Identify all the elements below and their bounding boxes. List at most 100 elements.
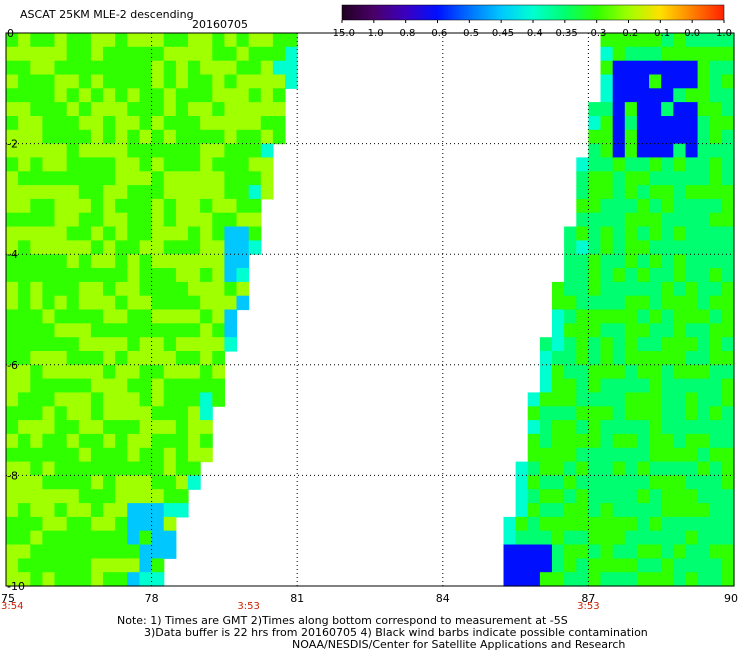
heat-cell — [103, 337, 116, 352]
heat-cell — [673, 392, 686, 407]
heat-cell — [649, 406, 662, 421]
heat-cell — [163, 198, 177, 214]
heat-cell — [709, 558, 723, 573]
heat-cell — [588, 102, 602, 117]
heat-cell — [30, 572, 43, 587]
heat-cell — [66, 475, 80, 490]
heat-cell — [673, 102, 686, 117]
heat-cell — [588, 212, 602, 228]
heat-cell — [612, 503, 626, 518]
heat-cell — [127, 433, 140, 449]
heat-cell — [649, 171, 662, 186]
heat-cell — [212, 60, 225, 76]
heat-cell — [66, 226, 80, 241]
heat-cell — [6, 420, 19, 435]
heat-cell — [685, 503, 699, 518]
heat-cell — [103, 116, 116, 131]
x-tick-label: 75 — [1, 592, 15, 605]
heat-cell — [636, 475, 650, 490]
heat-cell — [42, 116, 56, 131]
heat-cell — [588, 406, 602, 421]
heat-cell — [661, 240, 674, 255]
heat-cell — [127, 212, 140, 228]
heat-cell — [139, 171, 153, 186]
heat-cell — [649, 281, 662, 297]
heat-cell — [200, 351, 213, 366]
heat-cell — [78, 212, 92, 228]
heat-cell — [224, 157, 238, 172]
heat-cell — [685, 433, 699, 449]
heat-cell — [200, 378, 213, 393]
heat-cell — [624, 544, 638, 559]
heat-cell — [188, 392, 201, 407]
heat-cell — [673, 337, 686, 352]
heat-cell — [272, 102, 286, 117]
heat-cell — [139, 88, 153, 103]
heat-cell — [721, 240, 735, 255]
heat-cell — [661, 364, 674, 380]
heat-cell — [636, 212, 650, 228]
heat-cell — [588, 572, 602, 587]
heat-cell — [272, 129, 286, 145]
heat-cell — [139, 489, 153, 504]
heat-cell — [139, 295, 153, 311]
heat-cell — [90, 226, 104, 241]
heat-cell — [30, 351, 43, 366]
heat-cell — [624, 74, 638, 89]
heat-cell — [552, 323, 565, 338]
heat-cell — [576, 544, 589, 559]
heat-cell — [673, 516, 686, 532]
heat-cell — [54, 503, 68, 518]
heat-cell — [721, 364, 735, 380]
heat-cell — [527, 544, 541, 559]
heat-cell — [697, 88, 711, 103]
heat-cell — [236, 60, 250, 76]
heat-cell — [175, 295, 189, 311]
heat-cell — [115, 198, 128, 214]
heat-cell — [236, 212, 250, 228]
heat-cell — [709, 503, 723, 518]
heat-cell — [612, 268, 626, 283]
tick-layer: 75 78 81 84 87 90 0 -2 -4 -6 -8 -10 3:54 3:53 3:53 — [1, 27, 738, 612]
heat-cell — [188, 420, 201, 435]
heat-cell — [564, 309, 577, 324]
heat-cell — [42, 572, 56, 587]
heat-cell — [6, 268, 19, 283]
heat-cell — [697, 420, 711, 435]
heat-cell — [212, 102, 225, 117]
heat-cell — [212, 33, 225, 48]
heat-cell — [588, 489, 602, 504]
heat-cell — [78, 378, 92, 393]
heat-cell — [175, 420, 189, 435]
heat-cell — [564, 254, 577, 269]
heat-cell — [709, 447, 723, 463]
heat-cell — [272, 116, 286, 131]
heat-cell — [503, 572, 517, 587]
heat-cell — [200, 102, 213, 117]
heat-cell — [576, 461, 589, 476]
heat-cell — [600, 33, 614, 48]
heat-cell — [576, 558, 589, 573]
heat-cell — [564, 392, 577, 407]
heat-cell — [200, 171, 213, 186]
heat-cell — [721, 74, 735, 89]
heat-cell — [721, 544, 735, 559]
heat-cell — [139, 378, 153, 393]
heat-cell — [18, 544, 31, 559]
heat-cell — [163, 544, 177, 559]
heat-cell — [66, 88, 80, 103]
heat-cell — [6, 240, 19, 255]
heat-cell — [661, 185, 674, 200]
heat-cell — [527, 392, 541, 407]
heat-cell — [248, 88, 262, 103]
heat-cell — [127, 351, 140, 366]
heat-cell — [564, 516, 577, 532]
heat-cell — [42, 378, 56, 393]
heat-cell — [163, 143, 177, 158]
heat-cell — [115, 226, 128, 241]
heat-cell — [539, 530, 553, 546]
heat-cell — [685, 33, 699, 48]
heat-cell — [236, 226, 250, 241]
heat-cell — [588, 171, 602, 186]
heat-cell — [673, 530, 686, 546]
